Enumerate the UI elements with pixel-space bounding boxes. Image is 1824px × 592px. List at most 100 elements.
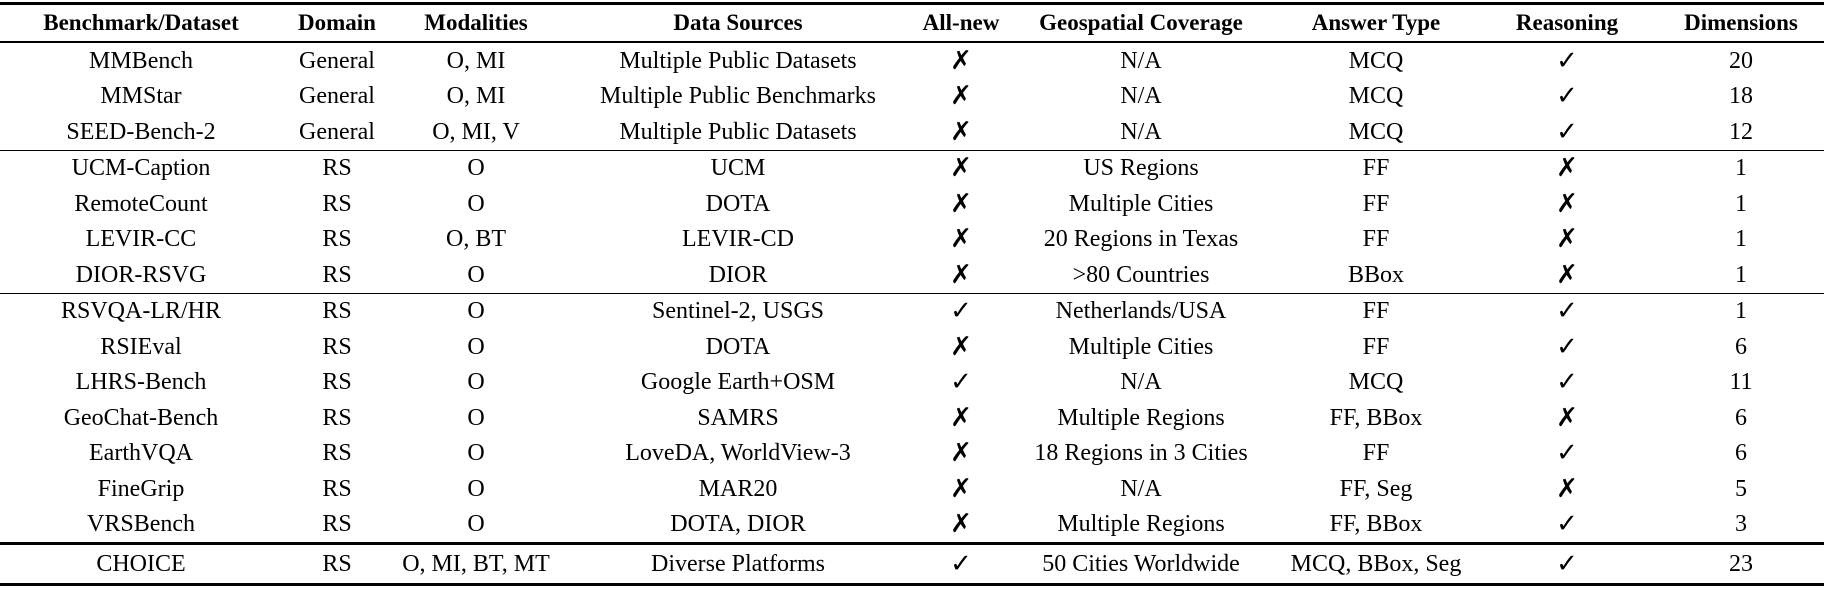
- cell-data-sources: Multiple Public Datasets: [619, 47, 857, 74]
- table-row: RSVQA-LR/HR RS O Sentinel-2, USGS ✓ Netherlan…: [0, 293, 1824, 329]
- cell-geospatial-coverage: N/A: [1120, 475, 1162, 502]
- cell-all-new-mark: ✗: [950, 116, 972, 147]
- cell-all-new-mark: ✗: [950, 153, 972, 184]
- cell-domain: RS: [322, 475, 352, 502]
- cell-modalities: O: [467, 155, 485, 182]
- cell-answer-type: FF: [1362, 333, 1390, 360]
- cell-geospatial-coverage: 20 Regions in Texas: [1043, 226, 1239, 253]
- table-row: RSIEval RS O DOTA ✗ Multiple Cities FF ✓ 6: [0, 329, 1824, 365]
- header-dimensions: Dimensions: [1684, 10, 1798, 35]
- cell-all-new-mark: ✗: [950, 81, 972, 112]
- cell-dimensions: 1: [1735, 298, 1747, 325]
- cell-data-sources: Diverse Platforms: [651, 551, 825, 577]
- cell-dimensions: 1: [1735, 155, 1747, 182]
- cell-all-new-mark: ✗: [950, 45, 972, 76]
- cell-reasoning-mark: ✓: [1556, 367, 1578, 398]
- cell-domain: RS: [322, 369, 352, 396]
- cell-domain: RS: [322, 440, 352, 467]
- table-row: DIOR-RSVG RS O DIOR ✗ >80 Countries BBox ✗ 1: [0, 257, 1824, 293]
- header-modalities: Modalities: [424, 10, 528, 35]
- cell-modalities: O, MI, V: [432, 118, 520, 145]
- cell-reasoning-mark: ✗: [1556, 153, 1578, 184]
- cell-all-new-mark: ✓: [950, 296, 972, 327]
- cell-reasoning-mark: ✓: [1556, 81, 1578, 112]
- cell-reasoning-mark: ✓: [1556, 116, 1578, 147]
- header-domain: Domain: [298, 10, 376, 35]
- table-row: MMBench General O, MI Multiple Public Datas…: [0, 42, 1824, 79]
- cell-geospatial-coverage: Netherlands/USA: [1055, 298, 1227, 325]
- cell-dimensions: 20: [1729, 47, 1753, 74]
- cell-domain: RS: [322, 404, 352, 431]
- table-row: FineGrip RS O MAR20 ✗ N/A FF, Seg ✗ 5: [0, 471, 1824, 507]
- cell-all-new-mark: ✗: [950, 224, 972, 255]
- cell-reasoning-mark: ✓: [1556, 549, 1578, 579]
- cell-geospatial-coverage: US Regions: [1083, 155, 1199, 182]
- cell-all-new-mark: ✗: [950, 438, 972, 469]
- header-data-sources: Data Sources: [673, 10, 803, 35]
- cell-answer-type: FF: [1362, 298, 1390, 325]
- cell-modalities: O, MI: [446, 83, 506, 110]
- cell-answer-type: MCQ: [1348, 369, 1404, 396]
- cell-domain: General: [299, 83, 375, 110]
- cell-modalities: O: [467, 440, 485, 467]
- cell-reasoning-mark: ✓: [1556, 438, 1578, 469]
- cell-geospatial-coverage: N/A: [1120, 83, 1162, 110]
- table-row: VRSBench RS O DOTA, DIOR ✗ Multiple Regions FF…: [0, 507, 1824, 544]
- cell-reasoning-mark: ✗: [1556, 188, 1578, 219]
- cell-all-new-mark: ✗: [950, 509, 972, 540]
- cell-data-sources: Google Earth+OSM: [640, 369, 836, 396]
- table-row: RemoteCount RS O DOTA ✗ Multiple Cities FF ✗ 1: [0, 186, 1824, 222]
- cell-answer-type: FF, Seg: [1339, 475, 1413, 502]
- cell-dimensions: 23: [1729, 551, 1753, 577]
- cell-geospatial-coverage: Multiple Regions: [1057, 404, 1225, 431]
- cell-dimensions: 6: [1735, 440, 1747, 467]
- cell-modalities: O: [467, 261, 485, 288]
- cell-modalities: O: [467, 298, 485, 325]
- cell-benchmark-name: UCM-Caption: [71, 155, 211, 182]
- cell-reasoning-mark: ✗: [1556, 402, 1578, 433]
- cell-reasoning-mark: ✓: [1556, 296, 1578, 327]
- cell-dimensions: 1: [1735, 226, 1747, 253]
- cell-modalities: O, BT: [446, 226, 506, 253]
- cell-answer-type: FF: [1362, 440, 1390, 467]
- cell-modalities: O: [467, 475, 485, 502]
- header-benchmark: Benchmark/Dataset: [43, 10, 239, 35]
- cell-modalities: O: [467, 511, 485, 538]
- cell-reasoning-mark: ✗: [1556, 224, 1578, 255]
- cell-modalities: O: [467, 404, 485, 431]
- cell-domain: RS: [322, 298, 352, 325]
- cell-answer-type: FF: [1362, 190, 1390, 217]
- table-header: Benchmark/Dataset Domain Modalities Data…: [0, 3, 1824, 42]
- cell-benchmark-name: GeoChat-Bench: [63, 404, 219, 431]
- table-row: EarthVQA RS O LoveDA, WorldView-3 ✗ 18 Region…: [0, 436, 1824, 472]
- cell-data-sources: MAR20: [698, 475, 778, 502]
- cell-domain: RS: [322, 155, 352, 182]
- cell-data-sources: DOTA: [705, 333, 771, 360]
- cell-benchmark-name: RSIEval: [100, 333, 182, 360]
- cell-data-sources: LEVIR-CD: [682, 226, 794, 253]
- cell-reasoning-mark: ✗: [1556, 473, 1578, 504]
- cell-benchmark-name: FineGrip: [97, 475, 185, 502]
- cell-benchmark-name: CHOICE: [96, 551, 186, 577]
- cell-answer-type: MCQ, BBox, Seg: [1290, 551, 1462, 577]
- cell-answer-type: MCQ: [1348, 118, 1404, 145]
- cell-domain: RS: [322, 511, 352, 538]
- table-row: UCM-Caption RS O UCM ✗ US Regions FF ✗ 1: [0, 150, 1824, 186]
- cell-geospatial-coverage: 50 Cities Worldwide: [1042, 551, 1240, 577]
- header-reasoning: Reasoning: [1515, 10, 1619, 35]
- table-row: GeoChat-Bench RS O SAMRS ✗ Multiple Regions FF…: [0, 400, 1824, 436]
- cell-dimensions: 12: [1729, 118, 1753, 145]
- cell-reasoning-mark: ✓: [1556, 45, 1578, 76]
- cell-domain: General: [299, 47, 375, 74]
- cell-dimensions: 6: [1735, 333, 1747, 360]
- cell-geospatial-coverage: >80 Countries: [1072, 261, 1210, 288]
- table-body: MMBench General O, MI Multiple Public Datas…: [0, 42, 1824, 585]
- cell-all-new-mark: ✗: [950, 473, 972, 504]
- cell-modalities: O: [467, 190, 485, 217]
- cell-data-sources: DOTA, DIOR: [670, 511, 806, 538]
- cell-benchmark-name: SEED-Bench-2: [66, 118, 216, 145]
- cell-benchmark-name: RemoteCount: [74, 190, 208, 217]
- cell-data-sources: UCM: [710, 155, 766, 182]
